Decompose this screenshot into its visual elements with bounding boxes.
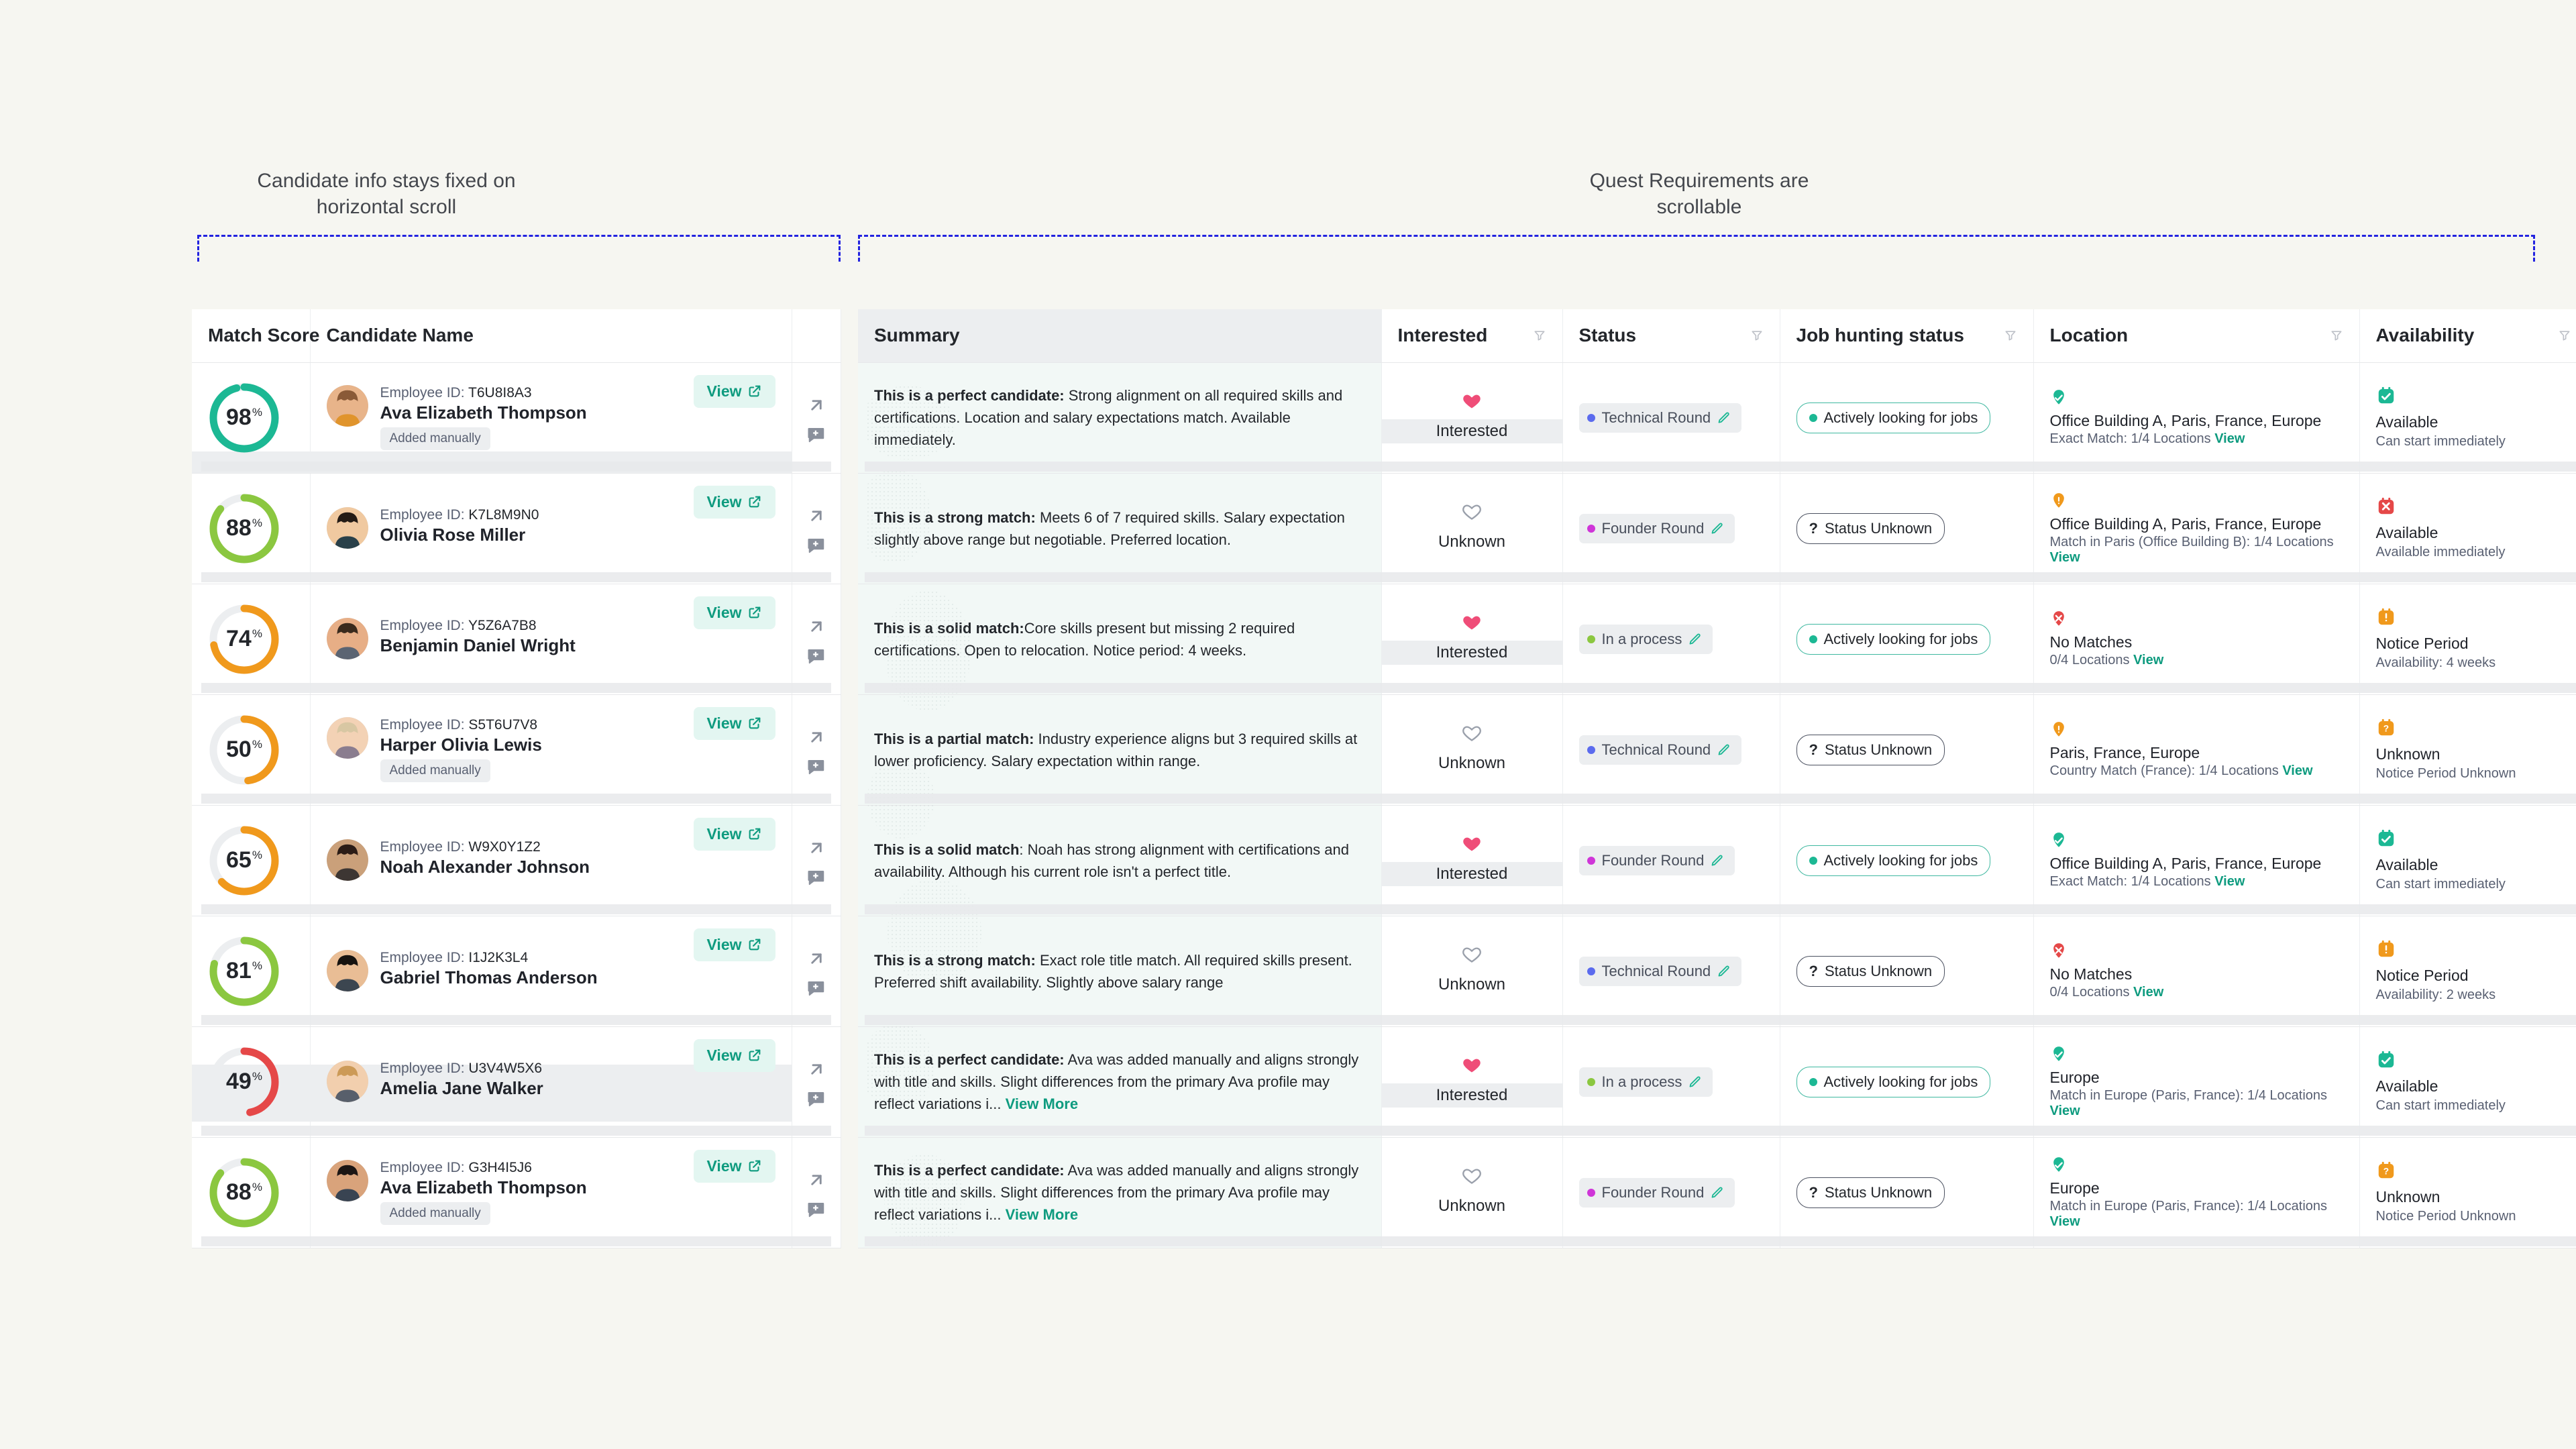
svg-text:?: ? bbox=[2383, 723, 2388, 733]
svg-text:?: ? bbox=[2383, 1166, 2388, 1176]
